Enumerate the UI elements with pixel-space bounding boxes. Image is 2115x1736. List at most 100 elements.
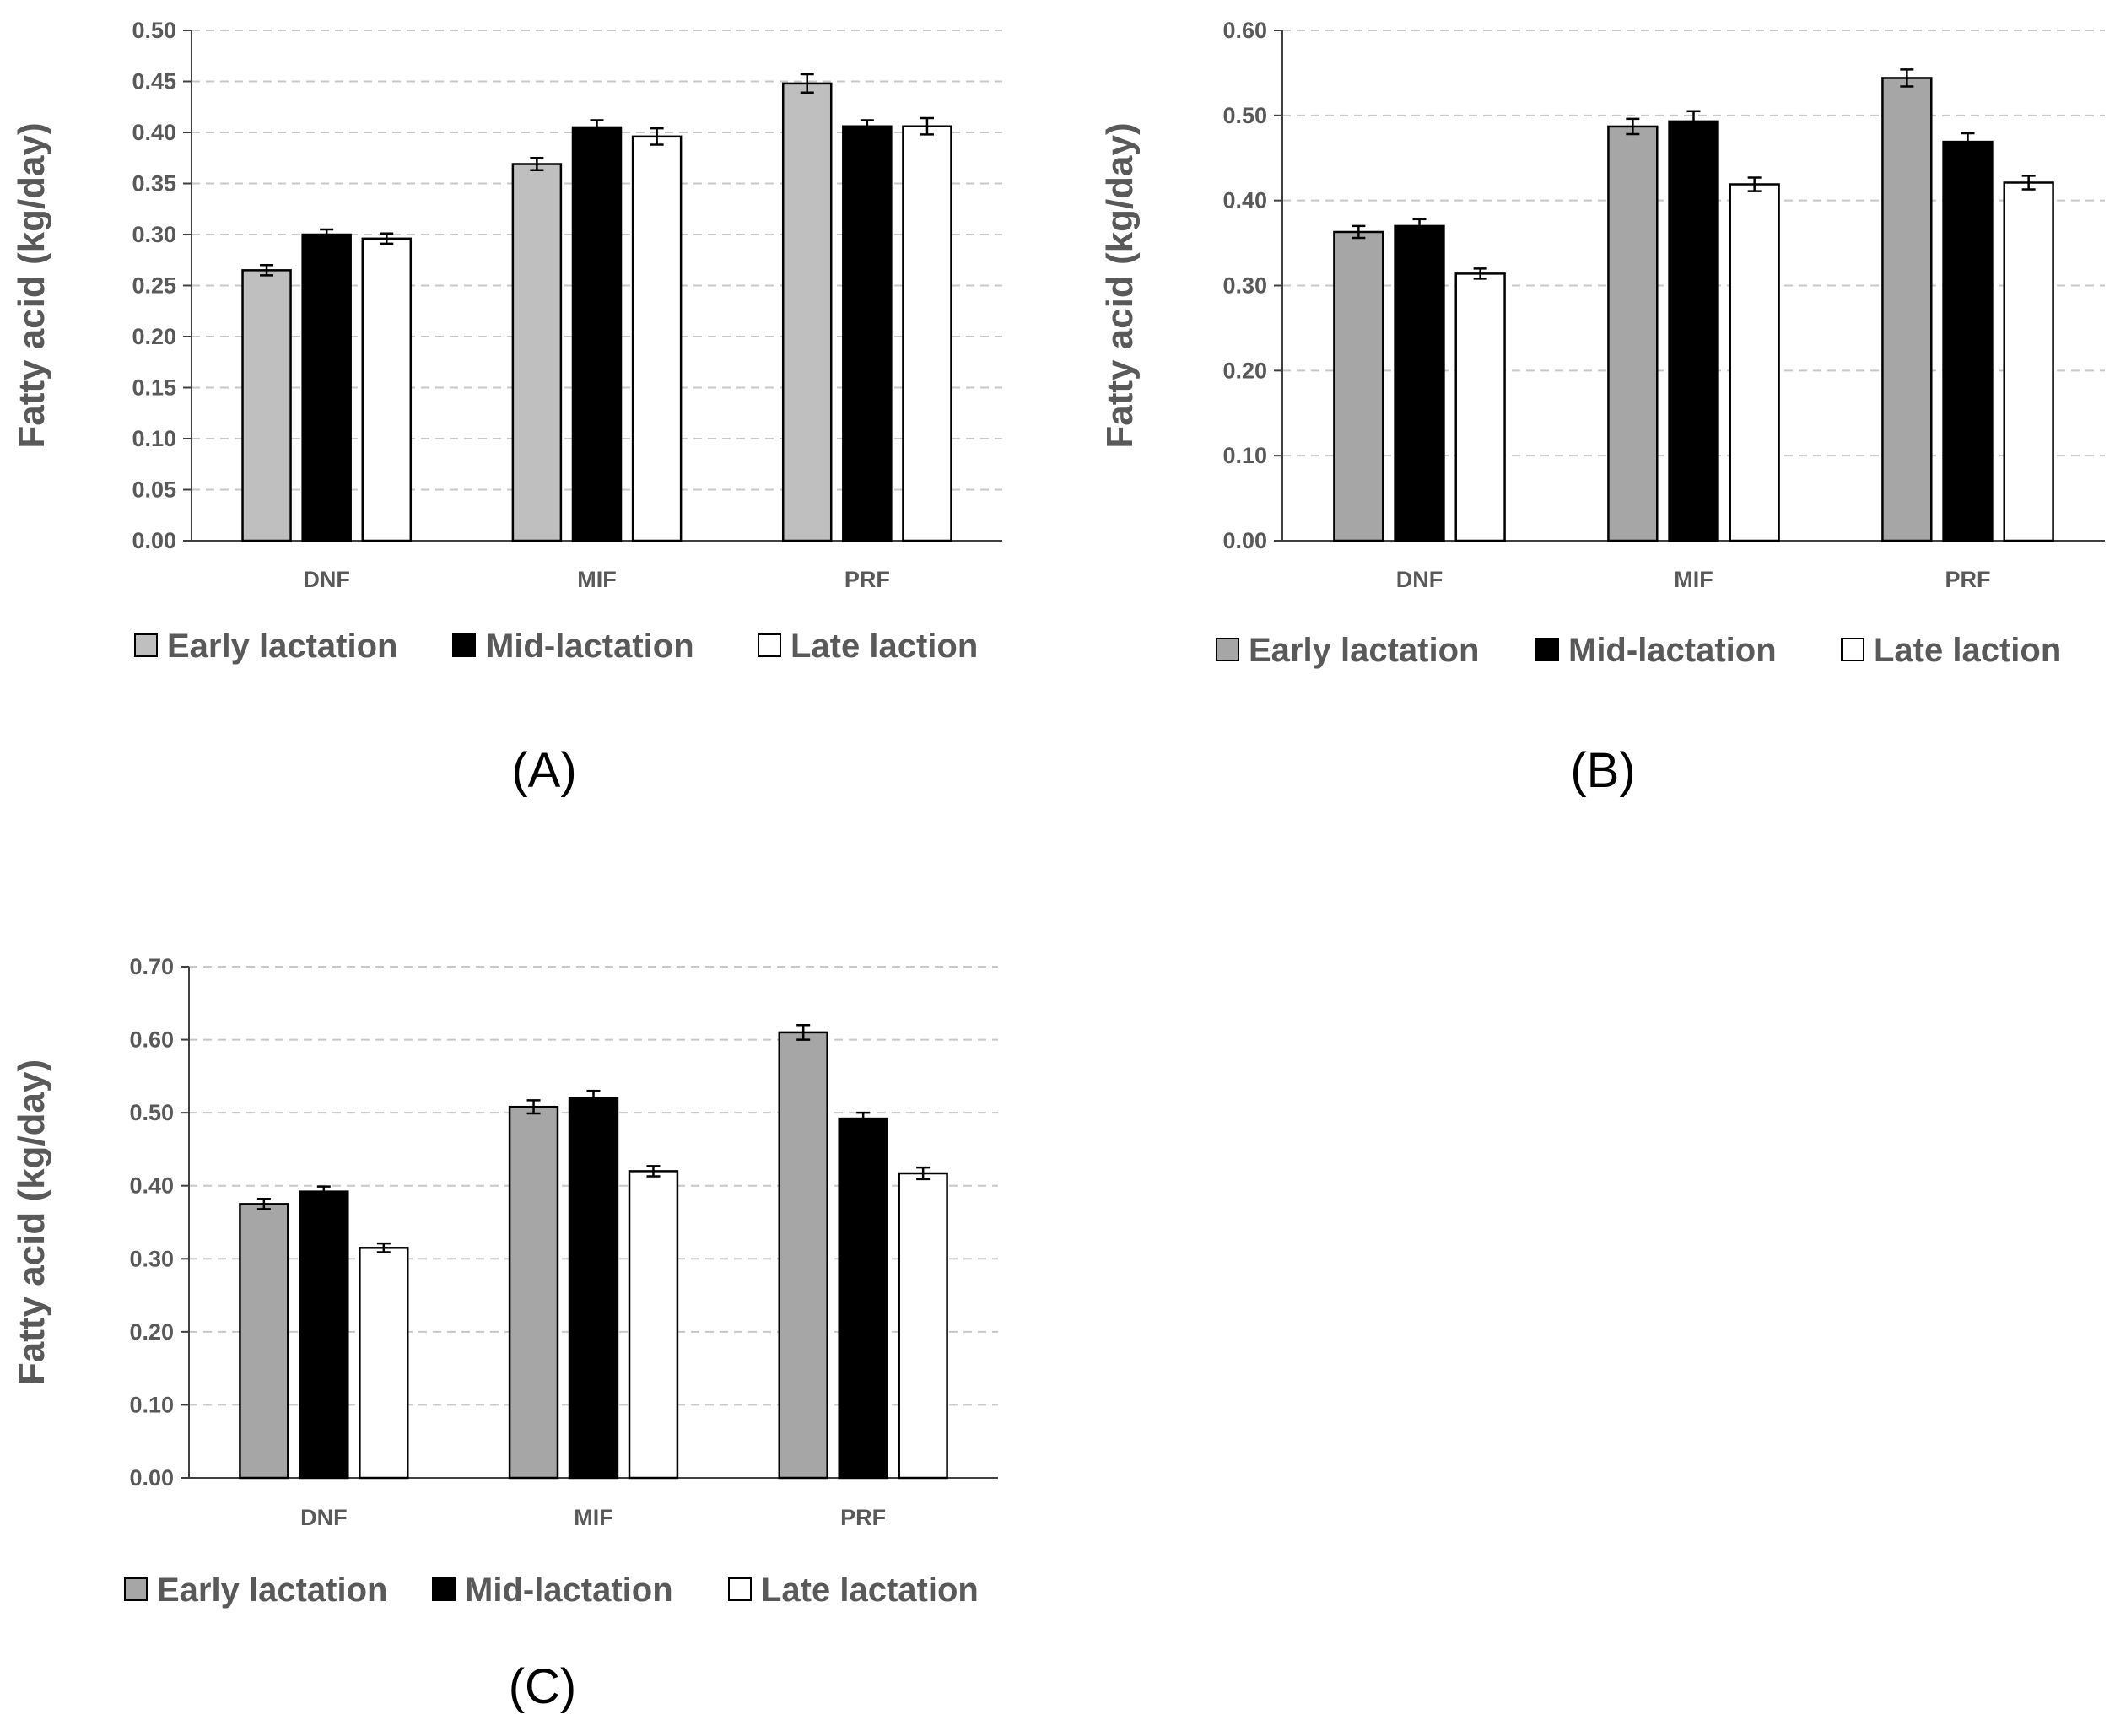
y-tick-label: 0.50 xyxy=(129,1100,174,1125)
y-tick-label: 0.40 xyxy=(129,1173,174,1199)
error-bar xyxy=(860,119,874,134)
legend-swatch xyxy=(1841,638,1864,661)
y-tick-label: 0.10 xyxy=(1222,443,1267,468)
y-tick-label: 0.30 xyxy=(132,222,176,247)
y-tick-label: 0.35 xyxy=(132,171,176,197)
bar-prf-mid xyxy=(838,1117,888,1480)
error-bar xyxy=(920,116,934,136)
bar-prf-early xyxy=(1881,77,1933,542)
legend-item: Early lactation xyxy=(134,628,397,665)
y-tick-label: 0.10 xyxy=(129,1392,174,1417)
x-category-label: DNF xyxy=(1396,567,1443,592)
bar-mif-late xyxy=(628,1170,679,1480)
bar-mif-mid xyxy=(571,126,623,542)
legend-swatch xyxy=(432,1577,456,1601)
legend-swatch xyxy=(758,633,781,657)
legend-label: Mid-lactation xyxy=(486,628,694,665)
y-tick-label: 0.20 xyxy=(129,1319,174,1345)
y-tick-label: 0.60 xyxy=(1222,18,1267,43)
y-tick-label: 0.40 xyxy=(1222,188,1267,213)
legend-label: Late laction xyxy=(790,628,978,665)
bar-prf-mid xyxy=(842,125,893,542)
error-bar xyxy=(316,1185,331,1198)
bar-dnf-mid xyxy=(301,233,352,542)
legend-label: Mid-lactation xyxy=(1568,632,1777,669)
error-bar xyxy=(376,1242,391,1253)
x-category-label: PRF xyxy=(844,567,890,592)
bar-chart-b-svg: 0.00 0.10 0.20 0.30 0.40 0.50 0.60 DNF MIF PRF Fat… xyxy=(1099,18,2105,669)
y-tick-label: 0.00 xyxy=(129,1465,174,1491)
y-tick-label: 0.05 xyxy=(132,477,176,503)
legend-swatch xyxy=(1216,638,1239,661)
x-category-label: MIF xyxy=(1674,567,1713,592)
y-tick-label: 0.70 xyxy=(129,954,174,979)
chart-panel-b: 0.00 0.10 0.20 0.30 0.40 0.50 0.60 DNF MIF PRF Fat… xyxy=(1088,0,2115,810)
y-tick-label: 0.00 xyxy=(1222,528,1267,553)
y-axis-label: Fatty acid (kg/day) xyxy=(1099,122,1141,448)
error-bar xyxy=(1626,117,1640,136)
y-tick-label: 0.30 xyxy=(129,1246,174,1271)
legend-label: Early lactation xyxy=(1249,632,1479,669)
panel-label-b: (B) xyxy=(1570,743,1636,798)
bar-dnf-late xyxy=(359,1247,409,1480)
y-tick-label: 0.60 xyxy=(129,1027,174,1053)
bar-dnf-mid xyxy=(1394,224,1445,542)
y-tick-label: 0.20 xyxy=(132,324,176,349)
y-tick-label: 0.45 xyxy=(132,69,176,94)
legend-label: Late laction xyxy=(1874,632,2061,669)
error-bar xyxy=(320,228,334,241)
panel-label-c: (C) xyxy=(508,1659,577,1714)
legend-swatch xyxy=(452,633,476,657)
error-bar xyxy=(1352,224,1366,240)
bar-mif-early xyxy=(511,163,563,542)
y-axis-label: Fatty acid (kg/day) xyxy=(11,122,52,448)
error-bar xyxy=(256,1198,271,1210)
error-bar xyxy=(800,73,814,94)
bar-dnf-late xyxy=(361,237,413,542)
error-bar xyxy=(796,1024,811,1041)
bar-prf-mid xyxy=(1942,140,1994,542)
legend-item: Late laction xyxy=(1841,632,2061,669)
legend-item: Early lactation xyxy=(1216,632,1479,669)
chart-panel-a: 0.00 0.05 0.10 0.15 0.20 0.25 0.30 0.35 0.40 0.45… xyxy=(0,0,1055,810)
error-bar xyxy=(590,119,604,136)
x-category-label: PRF xyxy=(1945,567,1991,592)
y-axis-label: Fatty acid (kg/day) xyxy=(11,1059,52,1385)
bar-mif-late xyxy=(1729,183,1780,542)
error-bar xyxy=(1473,267,1487,280)
y-tick-label: 0.40 xyxy=(132,120,176,145)
bar-dnf-late xyxy=(1454,272,1506,542)
bar-mif-early xyxy=(508,1105,559,1480)
error-bar xyxy=(2021,175,2036,191)
bar-dnf-early xyxy=(241,269,292,542)
bar-mif-mid xyxy=(1668,120,1719,542)
bar-dnf-early xyxy=(1333,230,1384,542)
bar-prf-late xyxy=(2003,181,2054,542)
error-bar xyxy=(586,1089,601,1107)
bar-prf-early xyxy=(778,1031,828,1480)
x-category-label: MIF xyxy=(574,1505,613,1530)
legend-item: Late laction xyxy=(758,628,978,665)
legend-label: Late lactation xyxy=(761,1572,979,1609)
legend-item: Mid-lactation xyxy=(432,1572,673,1609)
y-tick-label: 0.10 xyxy=(132,426,176,451)
error-bar xyxy=(646,1165,661,1178)
y-tick-label: 0.20 xyxy=(1222,358,1267,383)
bar-chart-a-svg: 0.00 0.05 0.10 0.15 0.20 0.25 0.30 0.35 0.40 0.45… xyxy=(11,18,1002,665)
error-bar xyxy=(1747,176,1762,192)
x-category-label: PRF xyxy=(840,1505,886,1530)
y-tick-label: 0.30 xyxy=(1222,273,1267,299)
legend-item: Mid-lactation xyxy=(452,628,694,665)
bar-chart-c-svg: 0.00 0.10 0.20 0.30 0.40 0.50 0.60 0.70 DNF MIF PR… xyxy=(11,954,998,1609)
bar-dnf-early xyxy=(239,1203,289,1480)
x-category-label: DNF xyxy=(300,1505,348,1530)
bar-prf-late xyxy=(902,125,952,542)
error-bar xyxy=(1900,68,1914,88)
error-bar xyxy=(1412,218,1427,235)
legend-swatch xyxy=(134,633,158,657)
y-tick-label: 0.50 xyxy=(132,18,176,43)
legend-swatch xyxy=(124,1577,148,1601)
error-bar xyxy=(380,232,394,245)
legend-item: Late lactation xyxy=(728,1572,979,1609)
legend-item: Early lactation xyxy=(124,1572,387,1609)
